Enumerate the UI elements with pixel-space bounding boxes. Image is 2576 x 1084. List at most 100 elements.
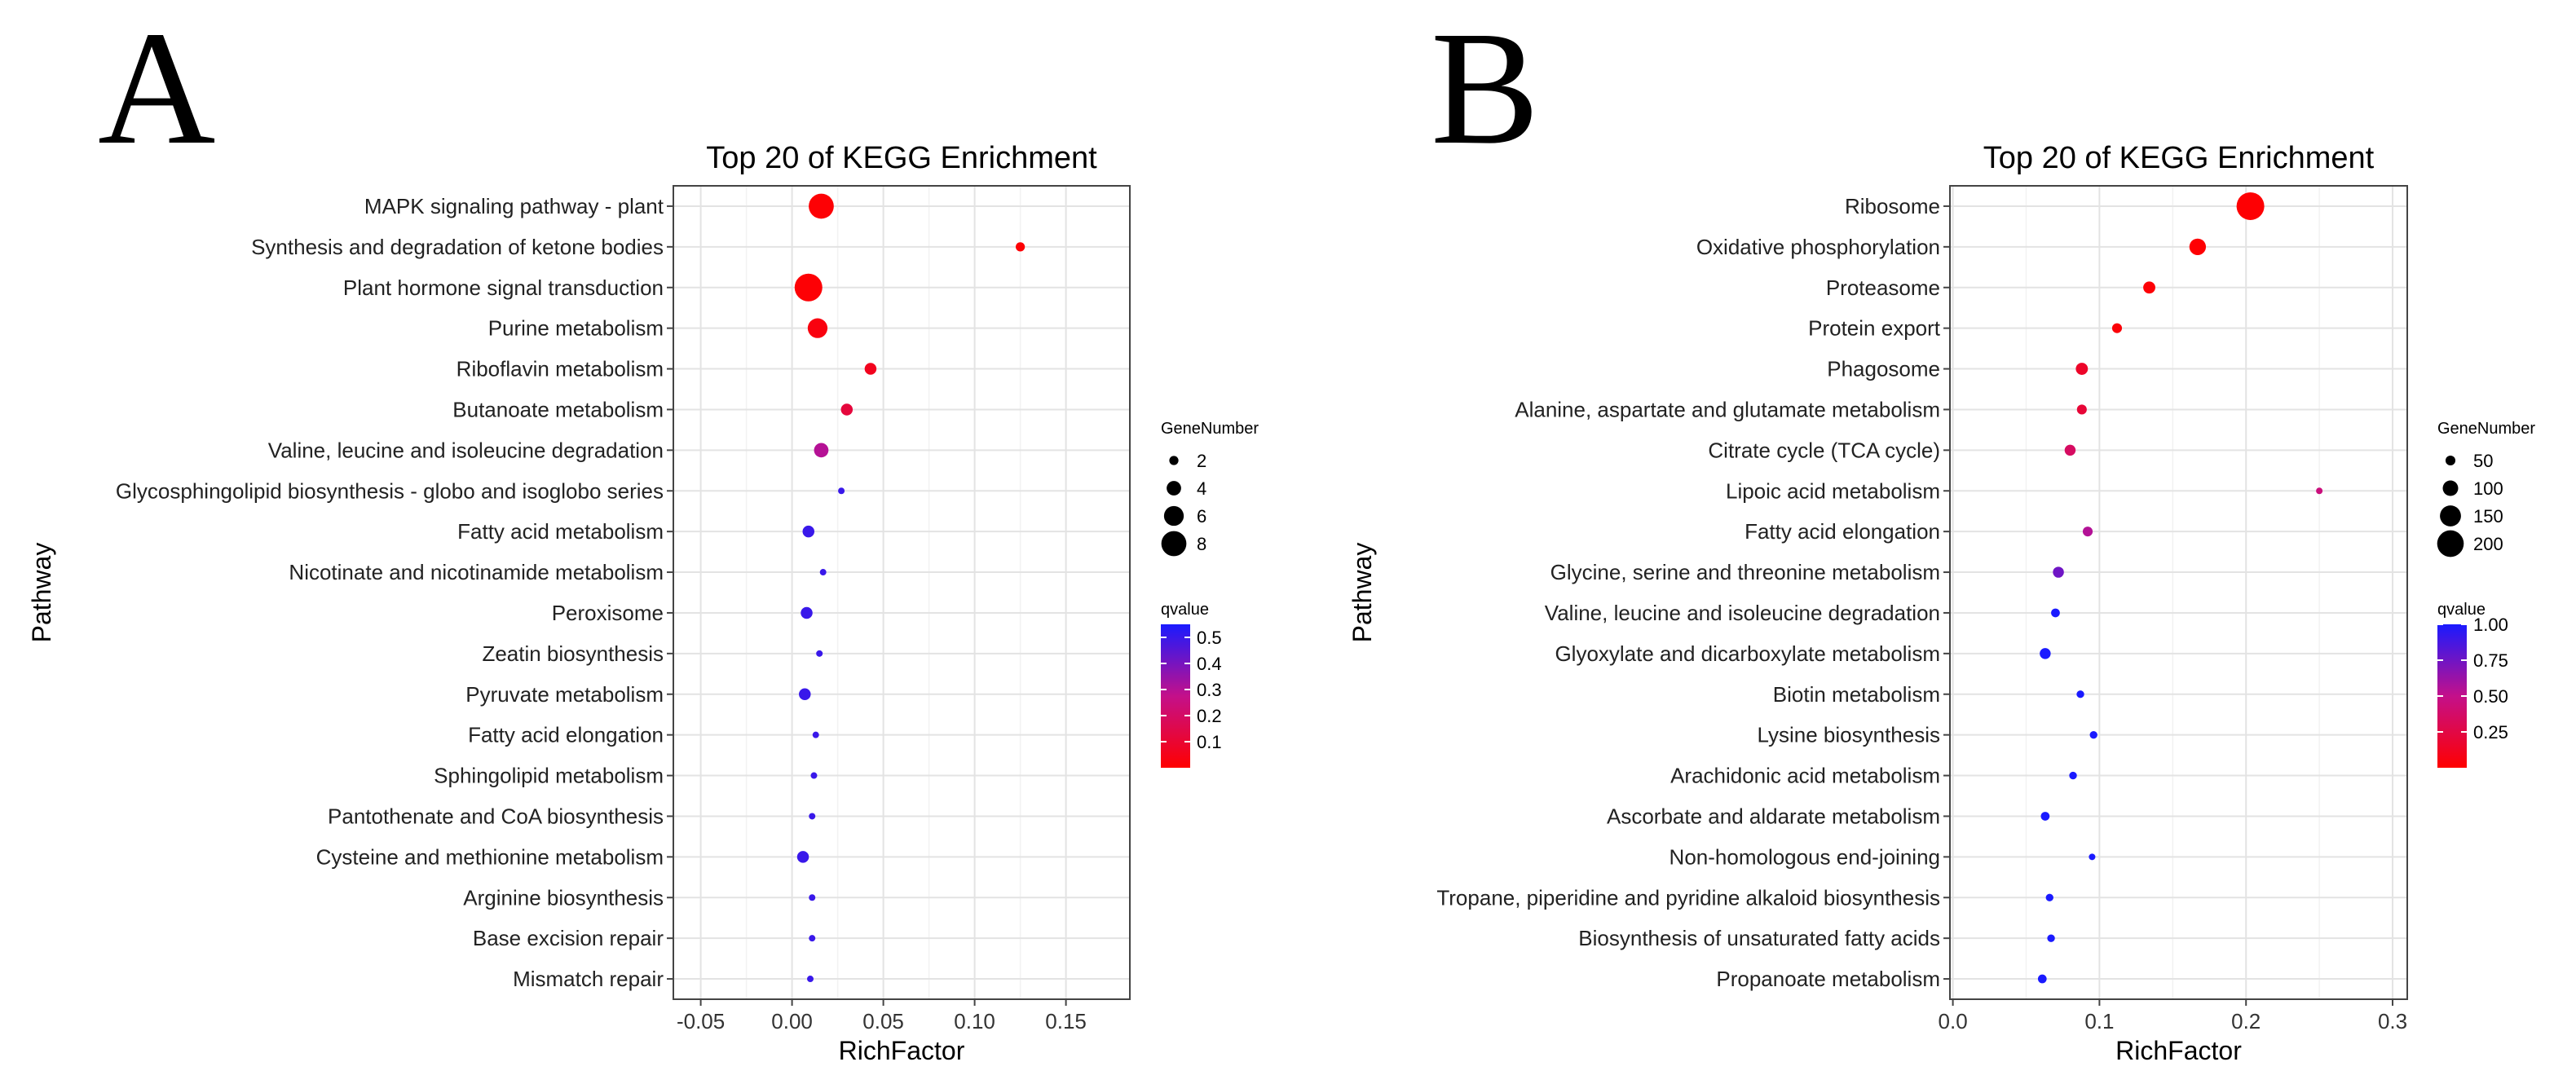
size-legend-dot	[2445, 455, 2456, 466]
data-point	[1015, 242, 1026, 252]
plot-frame	[673, 185, 1131, 1000]
pathway-label: Phagosome	[1827, 357, 1940, 381]
data-point	[2082, 527, 2093, 537]
size-legend-label: 150	[2473, 506, 2503, 527]
pathway-label: Mismatch repair	[513, 967, 664, 991]
pathway-label: Glyoxylate and dicarboxylate metabolism	[1555, 641, 1940, 666]
data-point	[2045, 893, 2053, 901]
data-point	[2040, 812, 2050, 821]
data-point	[2143, 281, 2155, 294]
pathway-label: Valine, leucine and isoleucine degradati…	[268, 438, 664, 462]
size-legend-title: GeneNumber	[1161, 420, 1259, 438]
x-tick-label: 0.0	[1939, 1009, 1968, 1033]
pathway-label: Peroxisome	[552, 601, 664, 625]
size-legend-label: 100	[2473, 478, 2503, 499]
size-legend-label: 6	[1197, 506, 1206, 527]
color-legend-label: 0.4	[1197, 654, 1222, 674]
y-axis-title: Pathway	[1348, 543, 1377, 643]
pathway-label: Non-homologous end-joining	[1670, 844, 1940, 869]
pathway-label: Sphingolipid metabolism	[434, 764, 664, 788]
pathway-label: Base excision repair	[473, 926, 664, 950]
data-point	[809, 193, 834, 219]
pathway-label: Glycine, serine and threonine metabolism	[1550, 560, 1940, 584]
plot-frame	[1949, 185, 2408, 1000]
size-legend: GeneNumber 2 4 6 8	[1161, 420, 1259, 557]
color-legend-bar	[1161, 624, 1190, 768]
data-point	[2037, 974, 2047, 984]
x-tick-label: 0.05	[862, 1009, 904, 1033]
data-point	[2053, 566, 2064, 578]
data-point	[2075, 363, 2089, 375]
pathway-label: Oxidative phosphorylation	[1696, 235, 1940, 259]
size-legend-dot	[1169, 456, 1179, 465]
x-tick-label: -0.05	[677, 1009, 725, 1033]
pathway-label: Pyruvate metabolism	[465, 682, 664, 707]
x-tick-label: 0.1	[2084, 1009, 2114, 1033]
data-point	[819, 569, 827, 576]
color-legend-label: 0.5	[1197, 628, 1222, 648]
data-point	[840, 403, 854, 416]
pathway-label: Arachidonic acid metabolism	[1670, 764, 1940, 788]
pathway-label: Purine metabolism	[488, 316, 664, 341]
panel-label-b: B	[1431, 0, 1539, 178]
pathway-label: Pantothenate and CoA biosynthesis	[328, 804, 664, 828]
x-tick-label: 0.15	[1045, 1009, 1087, 1033]
panel-label-a: A	[98, 0, 215, 178]
data-point	[864, 363, 877, 375]
pathway-label: Fatty acid elongation	[1745, 519, 1940, 544]
pathway-label: Proteasome	[1826, 275, 1940, 300]
data-point	[2076, 404, 2087, 415]
chart-title: Top 20 of KEGG Enrichment	[706, 141, 1097, 175]
size-legend-label: 2	[1197, 451, 1206, 471]
pathway-label: Ascorbate and aldarate metabolism	[1607, 804, 1940, 828]
color-legend-label: 0.75	[2473, 650, 2508, 671]
size-legend-title: GeneNumber	[2437, 420, 2535, 438]
pathway-label: Protein export	[1808, 316, 1941, 341]
size-legend-dot	[2440, 505, 2461, 527]
pathway-label: Ribosome	[1845, 194, 1940, 218]
pathway-label: Cysteine and methionine metabolism	[316, 844, 664, 869]
color-legend-label: 1.00	[2473, 615, 2508, 635]
color-legend-label: 0.25	[2473, 722, 2508, 742]
x-tick-label: 0.10	[954, 1009, 995, 1033]
chart-panel-b: Top 20 of KEGG Enrichment 0.0 0.1 0.2 0.3 Rib…	[1348, 141, 2535, 1065]
color-legend-label: 0.50	[2473, 686, 2508, 707]
pathway-label: Plant hormone signal transduction	[343, 275, 664, 300]
size-legend: GeneNumber 50 100 150 200	[2437, 420, 2535, 557]
pathway-label: MAPK signaling pathway - plant	[364, 194, 664, 218]
pathway-label: Nicotinate and nicotinamide metabolism	[289, 560, 664, 584]
data-point	[809, 894, 816, 901]
chart-title: Top 20 of KEGG Enrichment	[1983, 141, 2375, 175]
data-point	[799, 688, 811, 700]
x-axis-title: RichFactor	[2115, 1036, 2242, 1065]
data-point	[807, 318, 828, 338]
pathway-label: Lysine biosynthesis	[1758, 723, 1941, 747]
pathway-label: Tropane, piperidine and pyridine alkaloi…	[1436, 885, 1940, 910]
x-tick-label: 0.3	[2378, 1009, 2407, 1033]
data-point	[809, 935, 816, 942]
data-point	[814, 443, 829, 458]
data-point	[812, 731, 819, 738]
pathway-label: Lipoic acid metabolism	[1726, 478, 1940, 503]
size-legend-label: 8	[1197, 534, 1206, 554]
data-point	[796, 851, 809, 863]
color-legend-label: 0.3	[1197, 680, 1222, 700]
pathway-label: Propanoate metabolism	[1716, 967, 1940, 991]
pathway-label: Citrate cycle (TCA cycle)	[1708, 438, 1940, 462]
size-legend-dot	[2442, 480, 2459, 496]
data-point	[807, 976, 814, 983]
data-point	[2236, 192, 2265, 220]
data-point	[816, 650, 823, 657]
pathway-label: Alanine, aspartate and glutamate metabol…	[1515, 397, 1940, 421]
data-point	[2189, 238, 2207, 256]
pathway-label: Fatty acid metabolism	[457, 519, 664, 544]
color-legend-title: qvalue	[1161, 601, 1209, 619]
size-legend-label: 50	[2473, 451, 2493, 471]
data-point	[809, 813, 816, 820]
data-point	[2064, 444, 2076, 456]
data-point	[838, 487, 845, 495]
size-legend-dot	[1167, 481, 1181, 496]
pathway-label: Zeatin biosynthesis	[482, 641, 664, 666]
